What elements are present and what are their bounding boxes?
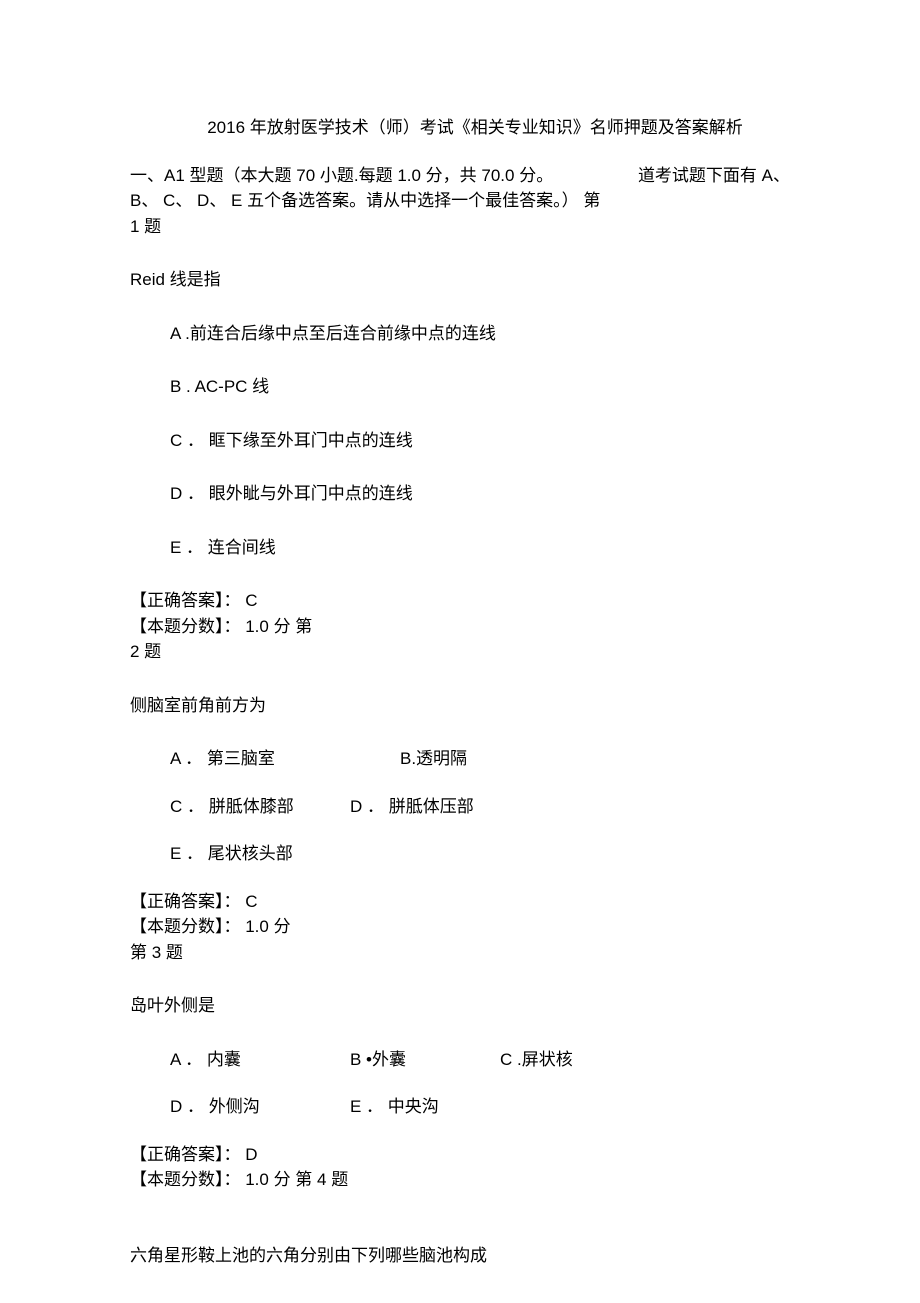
q2-correct: 【正确答案】： C [130, 889, 790, 915]
q4-stem: 六角星形鞍上池的六角分别由下列哪些脑池构成 [130, 1243, 790, 1269]
q1-opt-e: E ． 连合间线 [170, 535, 790, 561]
q1-opt-c: C ． 眶下缘至外耳门中点的连线 [170, 428, 790, 454]
q3-correct: 【正确答案】： D [130, 1142, 790, 1168]
q2-opt-a: A ． 第三脑室 [170, 746, 400, 772]
q2-score: 【本题分数】： 1.0 分 [130, 914, 790, 940]
q3-opt-e: E ． 中央沟 [350, 1094, 439, 1120]
q3-stem: 岛叶外侧是 [130, 993, 790, 1019]
section-line2: B、 C、 D、 E 五个备选答案。请从中选择一个最佳答案。） 第 [130, 188, 790, 214]
q1-opt-a: A .前连合后缘中点至后连合前缘中点的连线 [170, 321, 790, 347]
q2-answer: 【正确答案】： C 【本题分数】： 1.0 分 第 3 题 [130, 889, 790, 966]
q3-opt-c: C .屏状核 [500, 1047, 573, 1073]
q2-opt-c: C ． 胼胝体膝部 [170, 794, 350, 820]
q1-opt-b: B . AC-PC 线 [170, 374, 790, 400]
section-line1-left: 一、A1 型题（本大题 70 小题.每题 1.0 分，共 70.0 分。 [130, 163, 553, 189]
q1-opt-d: D ． 眼外眦与外耳门中点的连线 [170, 481, 790, 507]
q1-correct: 【正确答案】： C [130, 588, 790, 614]
doc-title: 2016 年放射医学技术（师）考试《相关专业知识》名师押题及答案解析 [130, 115, 790, 141]
q2-opt-e: E ． 尾状核头部 [170, 841, 293, 867]
section-header: 一、A1 型题（本大题 70 小题.每题 1.0 分，共 70.0 分。 道考试… [130, 163, 790, 240]
q1-answer: 【正确答案】： C 【本题分数】： 1.0 分 第 2 题 [130, 588, 790, 665]
section-line3: 1 题 [130, 214, 790, 240]
q2-next: 第 3 题 [130, 940, 790, 966]
q3-opt-a: A ． 内囊 [170, 1047, 350, 1073]
q3-answer: 【正确答案】： D 【本题分数】： 1.0 分 第 4 题 [130, 1142, 790, 1193]
q3-opt-b: B •外囊 [350, 1047, 500, 1073]
q1-score: 【本题分数】： 1.0 分 第 [130, 614, 790, 640]
q2-stem: 侧脑室前角前方为 [130, 693, 790, 719]
q3-score: 【本题分数】： 1.0 分 第 4 题 [130, 1167, 790, 1193]
q2-opt-b: B.透明隔 [400, 746, 467, 772]
section-line1-right: 道考试题下面有 A、 [638, 163, 790, 189]
q1-next: 2 题 [130, 639, 790, 665]
q1-stem: Reid 线是指 [130, 267, 790, 293]
q3-opt-d: D ． 外侧沟 [170, 1094, 350, 1120]
q2-opt-d: D ． 胼胝体压部 [350, 794, 474, 820]
